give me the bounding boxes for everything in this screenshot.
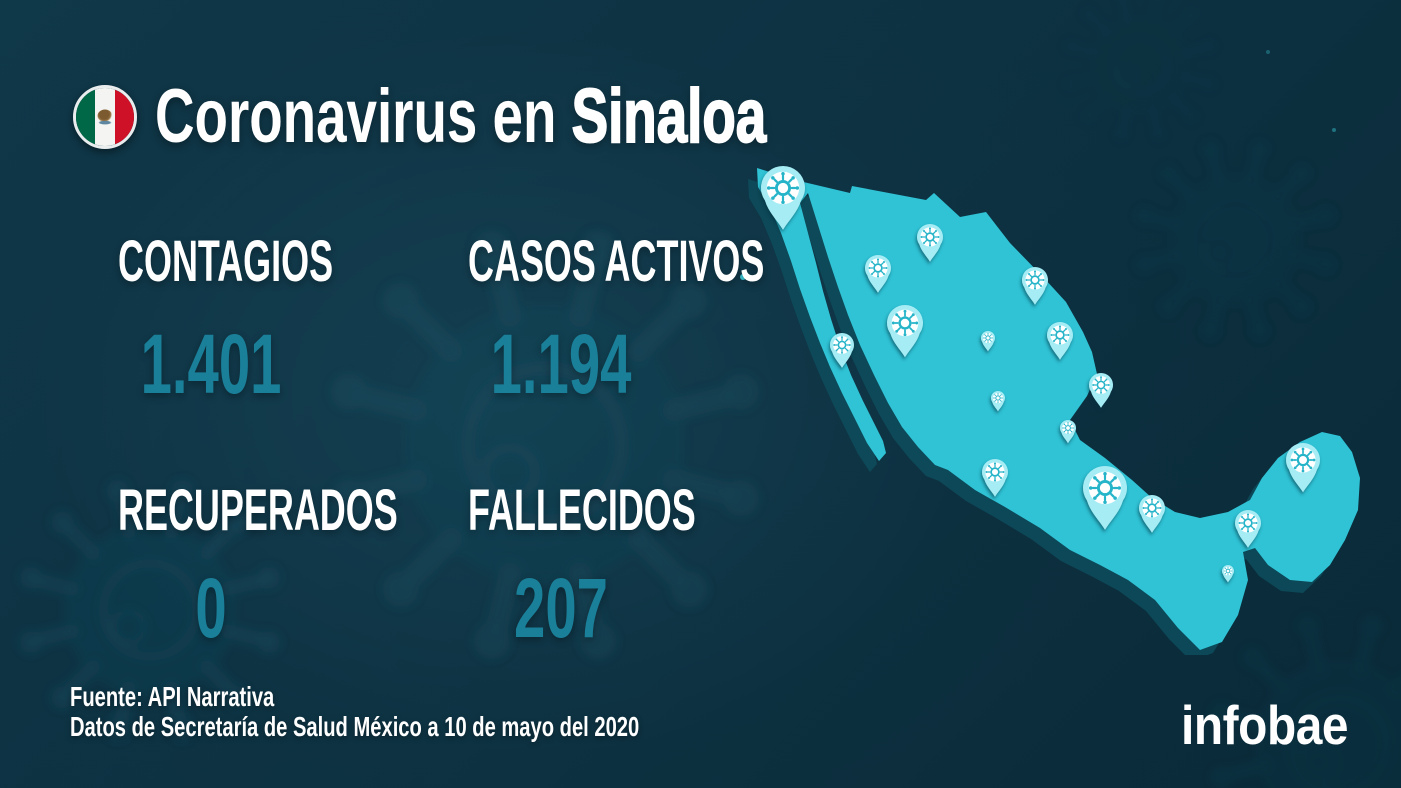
flag-red-stripe [114, 88, 134, 146]
flag-emblem-base [98, 120, 112, 125]
stat-value-fallecidos: 207 [514, 561, 608, 655]
mexico-map-land [757, 168, 1360, 650]
infobae-logo: infobae [1181, 694, 1349, 756]
source-line-1: Fuente: API Narrativa [70, 681, 275, 712]
mexico-map [748, 145, 1360, 655]
source-note: Fuente: API Narrativa Datos de Secretarí… [70, 682, 639, 742]
sparkle-dots [740, 50, 1336, 280]
title-regular: Coronavirus en [155, 74, 557, 159]
virus-watermark-top-edge [1064, 0, 1217, 142]
stat-value-casos-activos: 1.194 [490, 317, 632, 411]
source-line-2: Datos de Secretaría de Salud México a 10… [70, 711, 640, 742]
flag-white-stripe [95, 88, 115, 146]
map-pin-virus-marker [1089, 373, 1113, 408]
stat-value-contagios: 1.401 [140, 317, 282, 411]
stat-label-fallecidos: FALLECIDOS [468, 478, 696, 543]
mexico-flag-icon [73, 85, 137, 149]
title-state-name: Sinaloa [571, 74, 767, 159]
stat-value-recuperados: 0 [195, 561, 227, 655]
stat-label-recuperados: RECUPERADOS [118, 478, 398, 543]
page-title: Coronavirus en Sinaloa [155, 78, 767, 156]
stat-label-casos-activos: CASOS ACTIVOS [468, 229, 765, 294]
flag-green-stripe [76, 88, 96, 146]
stat-label-contagios: CONTAGIOS [118, 229, 334, 294]
flag-eagle-emblem [97, 109, 113, 123]
